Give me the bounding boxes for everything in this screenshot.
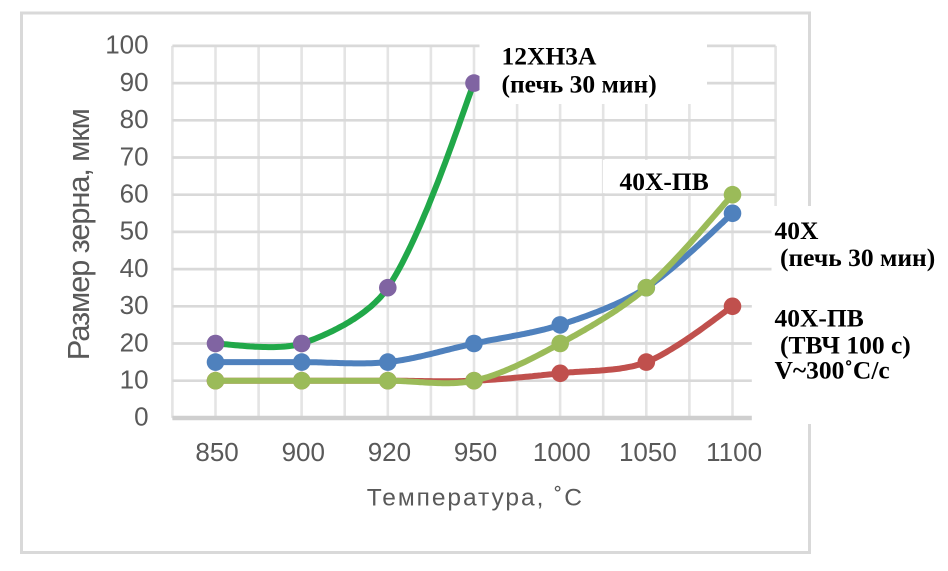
svg-text:30: 30 — [120, 290, 149, 320]
svg-text:Размер зерна, мкм: Размер зерна, мкм — [61, 109, 96, 360]
svg-text:950: 950 — [454, 437, 497, 467]
svg-text:V~300˚C/с: V~300˚C/с — [775, 356, 890, 385]
svg-text:10: 10 — [120, 365, 149, 395]
svg-text:40: 40 — [120, 253, 149, 283]
svg-text:100: 100 — [105, 30, 148, 60]
svg-text:60: 60 — [120, 179, 149, 209]
svg-text:0: 0 — [134, 402, 148, 432]
svg-text:80: 80 — [120, 104, 149, 134]
svg-text:1000: 1000 — [533, 437, 591, 467]
svg-text:(ТВЧ 100 с): (ТВЧ 100 с) — [780, 331, 911, 360]
svg-text:40Х-ПВ: 40Х-ПВ — [620, 167, 709, 196]
svg-text:40Х: 40Х — [775, 216, 820, 245]
svg-text:Температура, ˚C: Температура, ˚C — [367, 485, 584, 512]
svg-text:1050: 1050 — [619, 437, 677, 467]
svg-text:12ХН3А: 12ХН3А — [502, 41, 598, 70]
svg-text:70: 70 — [120, 141, 149, 171]
svg-text:90: 90 — [120, 67, 149, 97]
svg-text:20: 20 — [120, 327, 149, 357]
svg-text:(печь 30 мин): (печь 30 мин) — [780, 243, 935, 272]
svg-text:920: 920 — [368, 437, 411, 467]
svg-text:(печь 30 мин): (печь 30 мин) — [502, 69, 657, 98]
svg-text:850: 850 — [195, 437, 238, 467]
svg-text:900: 900 — [282, 437, 325, 467]
svg-text:1100: 1100 — [706, 437, 762, 467]
svg-text:40Х-ПВ: 40Х-ПВ — [775, 304, 864, 333]
svg-text:50: 50 — [120, 216, 149, 246]
